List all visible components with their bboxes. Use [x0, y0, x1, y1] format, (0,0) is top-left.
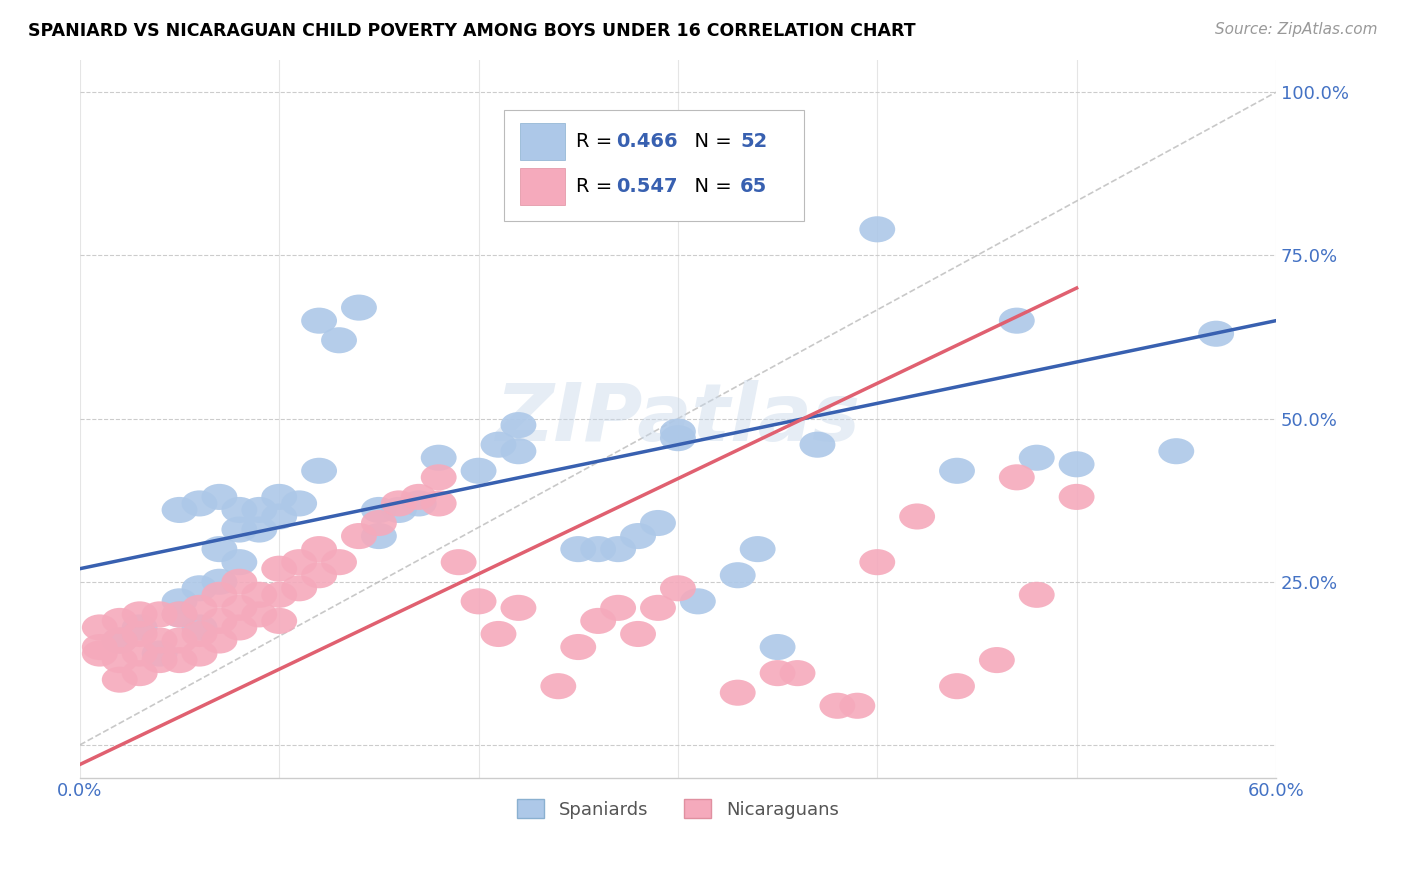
FancyBboxPatch shape: [505, 110, 803, 221]
Text: N =: N =: [682, 178, 738, 196]
Text: N =: N =: [682, 132, 738, 151]
Legend: Spaniards, Nicaraguans: Spaniards, Nicaraguans: [510, 792, 846, 826]
FancyBboxPatch shape: [520, 168, 565, 205]
Text: ZIPatlas: ZIPatlas: [495, 380, 860, 458]
Text: R =: R =: [576, 132, 619, 151]
Text: Source: ZipAtlas.com: Source: ZipAtlas.com: [1215, 22, 1378, 37]
Text: R =: R =: [576, 178, 619, 196]
Text: 0.547: 0.547: [616, 178, 678, 196]
Text: 65: 65: [740, 178, 768, 196]
Text: SPANIARD VS NICARAGUAN CHILD POVERTY AMONG BOYS UNDER 16 CORRELATION CHART: SPANIARD VS NICARAGUAN CHILD POVERTY AMO…: [28, 22, 915, 40]
Text: 52: 52: [740, 132, 768, 151]
Text: 0.466: 0.466: [616, 132, 678, 151]
FancyBboxPatch shape: [520, 123, 565, 161]
